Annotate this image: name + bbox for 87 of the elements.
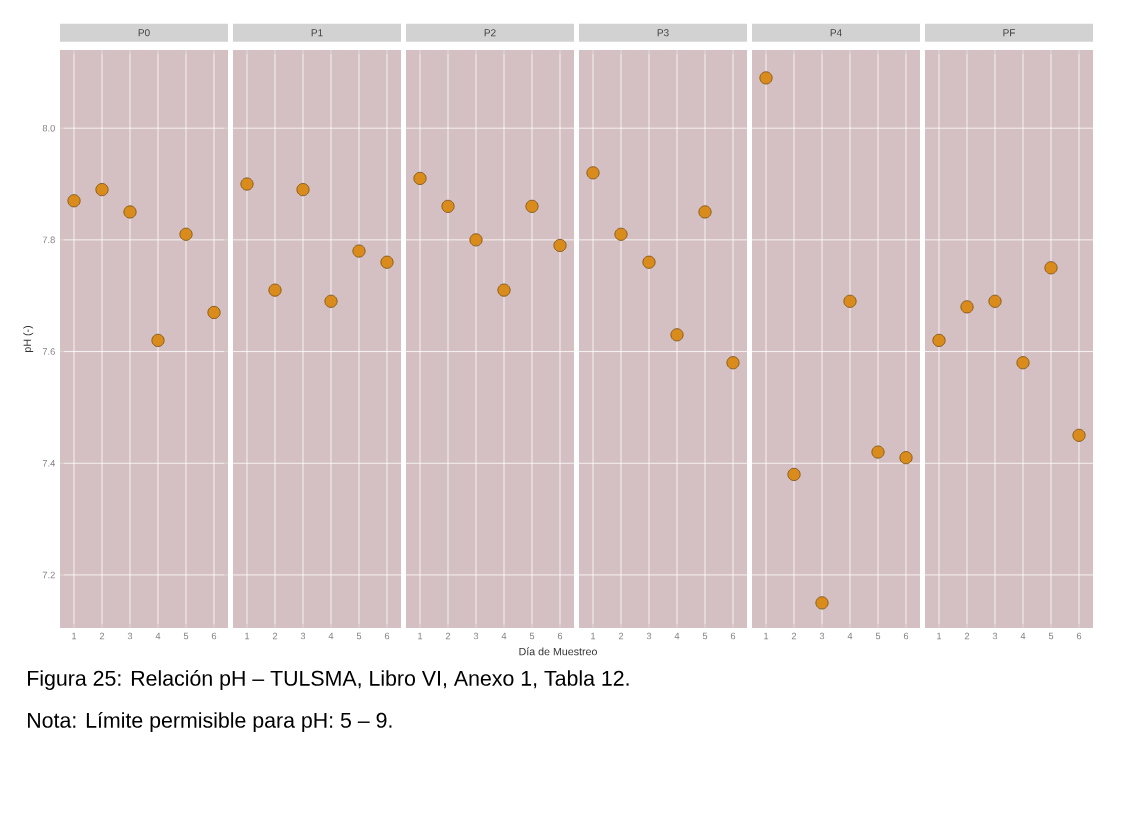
text: Nota: Límite permisible para pH: 5 – 9. <box>28 711 392 733</box>
point <box>960 300 974 314</box>
point <box>553 238 567 252</box>
point <box>525 199 539 213</box>
point <box>179 227 193 241</box>
x-tick-label: 5 <box>356 632 362 640</box>
point <box>413 171 427 185</box>
chart-title: P4 <box>830 29 842 37</box>
point <box>899 451 913 465</box>
y-tick-label: 7.6 <box>42 348 55 355</box>
point <box>497 283 511 297</box>
x-tick-label: 6 <box>557 632 563 640</box>
y-axis-title: pH (-) <box>23 326 34 352</box>
x-tick-label: 1 <box>764 632 769 640</box>
point <box>586 166 600 180</box>
x-axis-title: Día de Muestreo <box>519 647 597 656</box>
point <box>67 194 81 208</box>
point <box>469 233 483 247</box>
x-tick-label: 4 <box>847 632 853 640</box>
x-tick-label: 5 <box>529 632 535 640</box>
point <box>207 305 221 319</box>
text: Figura 25: Relación pH – TULSMA, Libro VI, Anexo 1, Tabla 12. <box>28 669 629 691</box>
x-tick-label: 4 <box>155 632 161 640</box>
x-tick-label: 2 <box>99 632 105 640</box>
point <box>726 356 740 370</box>
x-tick-label: 3 <box>473 632 479 640</box>
x-tick-label: 1 <box>591 632 596 640</box>
x-tick-label: 2 <box>791 632 797 640</box>
point <box>95 183 109 197</box>
point <box>296 183 310 197</box>
point <box>815 596 829 610</box>
point <box>988 294 1002 308</box>
x-tick-label: 5 <box>702 632 708 640</box>
x-tick-label: 2 <box>964 632 970 640</box>
x-tick-label: 2 <box>445 632 451 640</box>
x-tick-label: 1 <box>937 632 942 640</box>
x-tick-label: 6 <box>1076 632 1082 640</box>
chart-title: P3 <box>657 29 669 37</box>
point <box>759 71 773 85</box>
point <box>787 467 801 481</box>
x-tick-label: 5 <box>875 632 881 640</box>
y-tick-label: 7.8 <box>42 236 55 244</box>
x-tick-label: 6 <box>384 632 390 640</box>
y-tick-label: 7.4 <box>42 460 56 467</box>
point <box>1044 261 1058 275</box>
x-tick-label: 1 <box>418 632 423 640</box>
chart-title: P2 <box>484 29 496 37</box>
point <box>268 283 282 297</box>
x-tick-label: 4 <box>328 632 334 640</box>
x-tick-label: 4 <box>674 632 680 640</box>
point <box>1072 428 1086 442</box>
x-tick-label: 6 <box>730 632 736 640</box>
point <box>380 255 394 269</box>
x-tick-label: 1 <box>72 632 77 640</box>
x-tick-label: 2 <box>272 632 278 640</box>
y-tick-label: 8.0 <box>42 124 55 132</box>
x-tick-label: 3 <box>646 632 652 640</box>
x-tick-label: 1 <box>245 632 250 640</box>
point <box>614 227 628 241</box>
point <box>698 205 712 219</box>
x-tick-label: 6 <box>211 632 217 640</box>
point <box>324 294 338 308</box>
y-tick-label: 7.2 <box>42 571 55 579</box>
x-tick-label: 5 <box>183 632 189 640</box>
x-tick-label: 3 <box>819 632 825 640</box>
x-tick-label: 4 <box>501 632 507 640</box>
point <box>871 445 885 459</box>
point <box>240 177 254 191</box>
point <box>151 333 165 347</box>
x-tick-label: 2 <box>618 632 624 640</box>
point <box>123 205 137 219</box>
x-tick-label: 3 <box>992 632 998 640</box>
chart-title: P0 <box>138 29 150 37</box>
x-tick-label: 3 <box>127 632 133 640</box>
point <box>670 328 684 342</box>
chart-title: P1 <box>311 29 323 37</box>
x-tick-label: 5 <box>1048 632 1054 640</box>
x-tick-label: 4 <box>1020 632 1026 640</box>
point <box>441 199 455 213</box>
point <box>352 244 366 258</box>
point <box>642 255 656 269</box>
point <box>843 294 857 308</box>
x-tick-label: 3 <box>300 632 306 640</box>
point <box>1016 356 1030 370</box>
chart-title: PF <box>1003 29 1015 37</box>
point <box>932 333 946 347</box>
x-tick-label: 6 <box>903 632 909 640</box>
